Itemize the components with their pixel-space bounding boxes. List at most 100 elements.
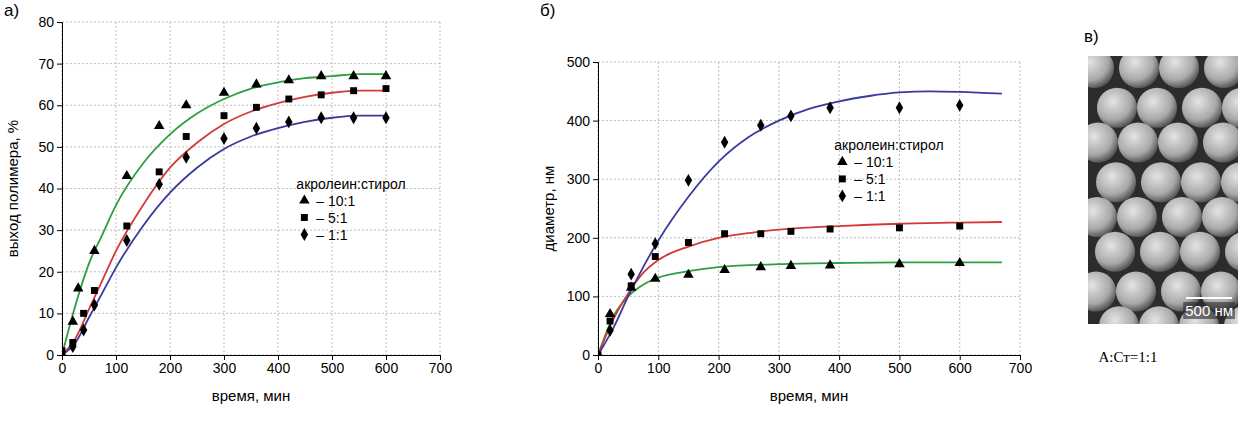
data-point <box>123 222 130 229</box>
tick: 70 <box>38 56 62 72</box>
legend-marker <box>299 194 310 203</box>
tick: 100 <box>567 288 598 304</box>
particle <box>1204 56 1238 88</box>
grid-line <box>598 120 1020 121</box>
legend-label: – 1:1 <box>854 188 885 204</box>
legend-label: – 10:1 <box>316 193 355 209</box>
tick-label: 300 <box>567 171 591 187</box>
grid-line <box>62 63 440 64</box>
legend-label: – 5:1 <box>854 171 885 187</box>
grid-line <box>778 62 779 355</box>
tick-label: 200 <box>567 230 591 246</box>
data-point <box>318 91 325 98</box>
tick-mark <box>57 272 62 273</box>
tick-mark <box>57 230 62 231</box>
tick-label: 200 <box>707 360 731 376</box>
tick-label: 100 <box>105 360 129 376</box>
tick-label: 80 <box>38 14 54 30</box>
particle <box>1180 232 1220 272</box>
tick: 60 <box>38 97 62 113</box>
particle <box>1222 88 1238 128</box>
legend-label: – 10:1 <box>854 154 893 170</box>
tick: 200 <box>707 355 731 376</box>
data-point <box>787 109 794 122</box>
x-axis: 0100200300400500600700 <box>59 355 453 376</box>
image-caption: А:Ст=1:1 <box>1099 349 1158 365</box>
data-point <box>956 99 963 112</box>
plot-area <box>62 70 391 355</box>
particle <box>1118 123 1158 163</box>
tick: 300 <box>768 355 792 376</box>
data-point <box>156 168 163 175</box>
tick: 700 <box>1009 355 1033 376</box>
grid-line <box>1020 62 1021 355</box>
data-point <box>68 316 79 325</box>
data-point <box>123 234 130 247</box>
tick: 200 <box>159 355 183 376</box>
data-point <box>721 136 728 149</box>
tick-label: 300 <box>213 360 237 376</box>
tick-label: 0 <box>59 360 67 376</box>
tick-label: 500 <box>321 360 345 376</box>
particle <box>1088 272 1116 312</box>
tick-label: 600 <box>949 360 973 376</box>
tick: 400 <box>828 355 852 376</box>
tick-label: 40 <box>38 180 54 196</box>
tick: 0 <box>582 347 598 363</box>
tick: 600 <box>375 355 399 376</box>
grid <box>62 22 440 355</box>
data-point <box>652 253 659 260</box>
tick-label: 500 <box>567 54 591 70</box>
data-point <box>73 282 84 291</box>
data-point <box>627 268 634 281</box>
tick: 100 <box>647 355 671 376</box>
data-point <box>605 308 616 317</box>
legend-label: – 5:1 <box>316 210 347 226</box>
data-point <box>285 96 292 103</box>
x-axis-title: время, мин <box>770 387 848 404</box>
data-point <box>350 87 357 94</box>
data-point <box>285 115 292 128</box>
y-axis: 01020304050607080 <box>38 14 62 363</box>
data-point <box>181 99 192 108</box>
data-point <box>954 257 965 266</box>
data-point <box>91 299 98 312</box>
tick: 0 <box>46 347 62 363</box>
scale-bar-background <box>1183 302 1235 319</box>
tick-mark <box>57 147 62 148</box>
data-point <box>628 282 635 289</box>
particle <box>1141 162 1181 202</box>
data-point <box>220 132 227 145</box>
panel: 01002003004005006007000100200300400500вр… <box>540 54 1032 404</box>
data-point <box>756 261 767 270</box>
grid-line <box>718 62 719 355</box>
data-point <box>896 101 903 114</box>
particle <box>1162 197 1202 237</box>
tick-label: 300 <box>768 360 792 376</box>
particle <box>1097 88 1137 128</box>
fit-line <box>62 74 386 355</box>
fit-line <box>598 91 1002 355</box>
particle <box>1119 56 1159 88</box>
tick: 20 <box>38 264 62 280</box>
particle <box>1225 232 1238 272</box>
y-axis: 0100200300400500 <box>567 54 599 363</box>
tick: 0 <box>59 355 67 376</box>
fit-line <box>62 91 386 355</box>
data-point <box>89 245 100 254</box>
data-point <box>825 259 836 268</box>
tick: 300 <box>213 355 237 376</box>
panel-label: а) <box>4 1 19 20</box>
data-point <box>350 111 357 124</box>
legend-marker <box>301 228 308 241</box>
tick-mark <box>57 64 62 65</box>
data-point <box>253 104 260 111</box>
tick-label: 0 <box>595 360 603 376</box>
particle <box>1221 162 1238 202</box>
legend-marker <box>839 189 846 202</box>
tick-label: 400 <box>828 360 852 376</box>
data-point <box>62 349 66 355</box>
tick-label: 0 <box>582 347 590 363</box>
particle <box>1203 123 1238 163</box>
tick: 500 <box>321 355 345 376</box>
